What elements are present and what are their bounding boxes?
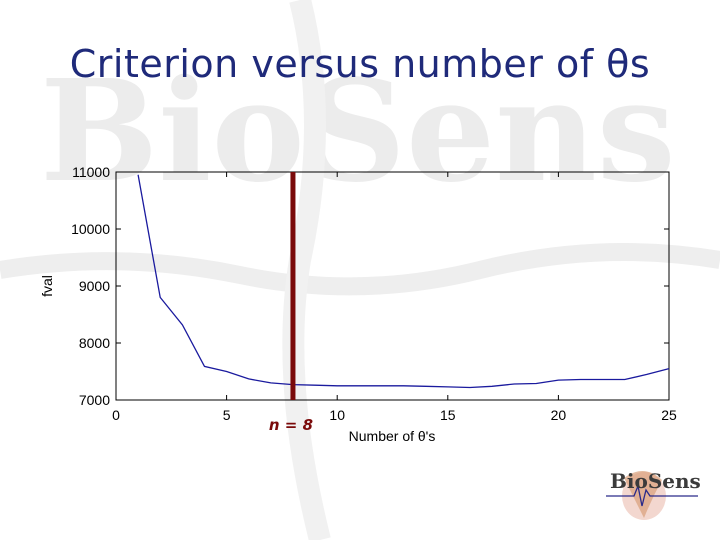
y-tick-label: 9000 [79,278,110,294]
slide-title: Criterion versus number of θs [69,42,651,86]
watermark-wave [0,243,720,296]
x-tick-label: 20 [551,407,567,423]
y-tick-label: 11000 [72,164,110,180]
x-tick-label: 10 [329,407,345,423]
logo-text: BioSens [610,469,700,493]
watermark-stroke [282,0,331,540]
x-tick-label: 5 [223,407,231,423]
fval-series-line [137,174,670,389]
x-tick-labels: 0 5 10 15 20 25 [112,407,677,423]
x-tick-label: 0 [112,407,120,423]
x-axis-label: Number of θ's [349,428,436,444]
y-tick-label: 10000 [71,221,110,237]
n-8-marker-label: n = 8 [269,416,313,434]
logo-ecg-icon [606,483,698,507]
logo-heart-inner [624,470,662,518]
watermark-text: BioSens [40,50,676,214]
x-tick-label: 15 [440,407,456,423]
biosens-logo: BioSens [606,469,700,520]
x-tick-label: 25 [661,407,677,423]
y-tick-label: 7000 [79,392,110,408]
y-axis-label: fval [39,275,55,297]
y-tick-label: 8000 [79,335,110,351]
plot-frame [115,171,670,401]
tick-marks [115,171,670,401]
y-tick-labels: 7000 8000 9000 10000 11000 [71,164,110,408]
